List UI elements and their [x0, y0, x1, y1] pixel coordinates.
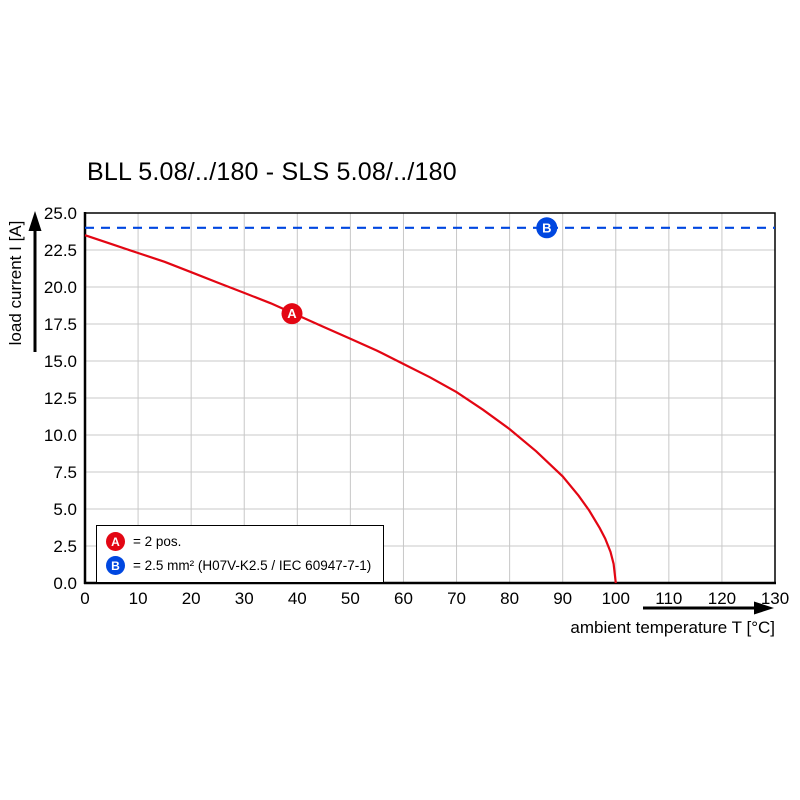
x-tick-label: 110: [655, 589, 682, 608]
x-axis-arrowhead-icon: [754, 601, 774, 615]
chart-title: BLL 5.08/../180 - SLS 5.08/../180: [87, 158, 457, 186]
series-a-marker-letter: A: [287, 306, 297, 321]
y-tick-label: 20.0: [44, 278, 77, 297]
y-tick-label: 0.0: [53, 574, 77, 593]
series-a-marker-icon: [281, 303, 303, 325]
x-tick-label: 120: [708, 589, 736, 608]
x-tick-label: 70: [447, 589, 466, 608]
y-tick-label: 5.0: [53, 500, 77, 519]
x-tick-label: 20: [182, 589, 201, 608]
series-b-marker-icon: B: [106, 556, 125, 575]
x-tick-label: 30: [235, 589, 254, 608]
y-tick-label: 7.5: [53, 463, 77, 482]
y-tick-label: 10.0: [44, 426, 77, 445]
x-tick-label: 40: [288, 589, 307, 608]
series-a-marker-icon: A: [106, 532, 125, 551]
series-b-marker-letter: B: [542, 220, 551, 235]
x-tick-label: 80: [500, 589, 519, 608]
x-tick-label: 130: [761, 589, 789, 608]
y-axis-arrowhead-icon: [28, 211, 42, 231]
legend-item-b: B = 2.5 mm² (H07V-K2.5 / IEC 60947-7-1): [106, 555, 371, 576]
legend-item-a: A = 2 pos.: [106, 531, 371, 552]
x-tick-label: 60: [394, 589, 413, 608]
x-axis-label: ambient temperature T [°C]: [570, 618, 775, 637]
x-tick-label: 0: [80, 589, 89, 608]
legend: A = 2 pos. B = 2.5 mm² (H07V-K2.5 / IEC …: [96, 525, 385, 583]
x-tick-label: 100: [602, 589, 630, 608]
legend-label-a: = 2 pos.: [133, 534, 182, 549]
x-tick-label: 90: [553, 589, 572, 608]
series-b-marker-icon: [536, 217, 558, 239]
y-tick-label: 17.5: [44, 315, 77, 334]
y-tick-label: 12.5: [44, 389, 77, 408]
y-tick-label: 2.5: [53, 537, 77, 556]
x-tick-label: 10: [129, 589, 148, 608]
x-tick-label: 50: [341, 589, 360, 608]
series-a-line: [84, 234, 617, 584]
y-tick-label: 22.5: [44, 241, 77, 260]
y-tick-label: 25.0: [44, 204, 77, 223]
legend-label-b: = 2.5 mm² (H07V-K2.5 / IEC 60947-7-1): [133, 558, 372, 573]
y-tick-label: 15.0: [44, 352, 77, 371]
